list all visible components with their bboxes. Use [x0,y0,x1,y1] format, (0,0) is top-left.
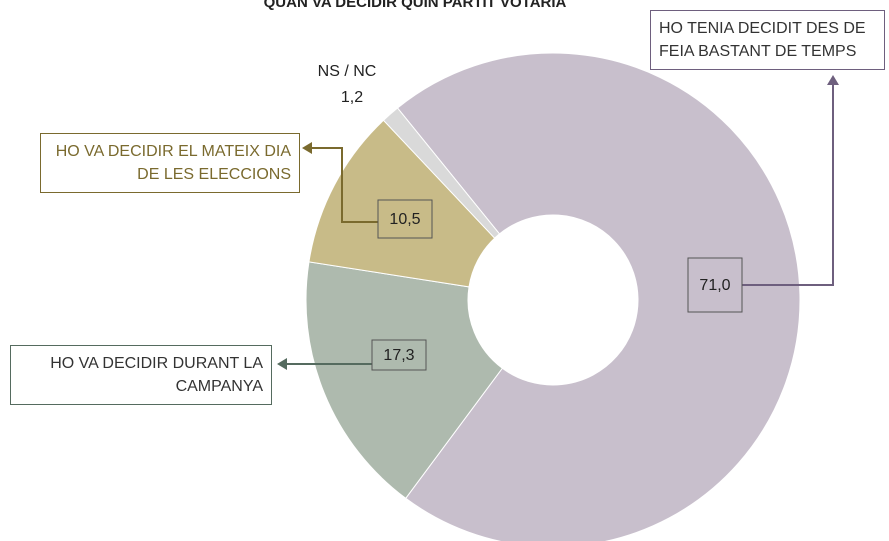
value-label: 1,2 [341,89,363,106]
donut-slice [396,52,801,541]
category-label: HO TENIA DECIDIT DES DE FEIA BASTANT DE … [650,10,885,70]
value-box [377,199,433,239]
category-label: HO VA DECIDIR DURANT LA CAMPANYA [10,345,272,405]
donut-slice [382,107,501,239]
value-box [371,339,427,371]
leader-line [310,147,378,223]
value-label: 10,5 [389,211,420,228]
value-label: 17,3 [383,347,414,364]
arrow-head [302,142,312,154]
donut-slice [305,261,504,499]
donut-slice [308,119,496,288]
value-label: 71,0 [699,277,730,294]
leader-line [742,82,834,286]
category-label: HO VA DECIDIR EL MATEIX DIA DE LES ELECC… [40,133,300,193]
chart-title: QUAN VA DECIDIR QUIN PARTIT VOTARIA [264,0,567,11]
value-box [687,257,743,313]
arrow-head [277,358,287,370]
arrow-head [827,75,839,85]
category-label: NS / NC [318,63,377,80]
